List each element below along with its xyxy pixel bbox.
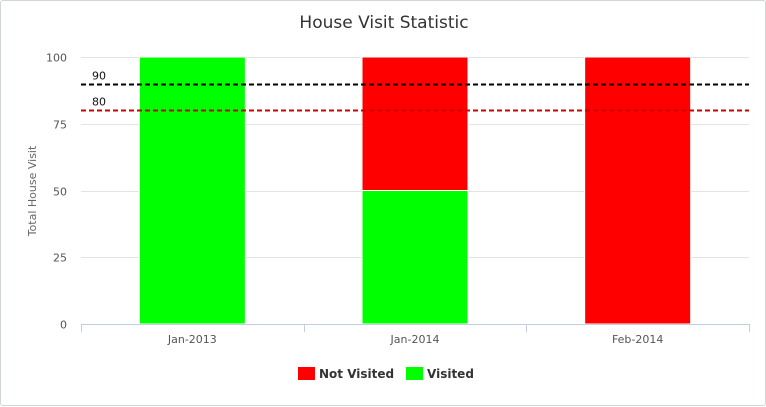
legend-swatch-visited <box>406 367 423 380</box>
y-tick-label-25: 25 <box>53 252 67 265</box>
reference-label-80: 80 <box>92 96 106 109</box>
bar-visited-jan-2013 <box>138 56 246 325</box>
x-tick-label-feb-2014: Feb-2014 <box>612 333 663 346</box>
legend: Not Visited Visited <box>298 367 474 381</box>
reference-lines: 90 80 <box>81 70 749 112</box>
bar-not-visited-jan-2014 <box>361 56 469 191</box>
legend-swatch-not-visited <box>298 367 315 380</box>
legend-label-not-visited: Not Visited <box>319 367 394 381</box>
reference-label-90: 90 <box>92 70 106 83</box>
x-tick-label-jan-2014: Jan-2014 <box>390 333 440 346</box>
chart-title: House Visit Statistic <box>299 13 468 33</box>
bars <box>138 56 692 325</box>
axes: 0 25 50 75 100 Jan-2013 Jan-2014 Feb-2014 <box>46 52 750 346</box>
bar-visited-jan-2014 <box>361 190 469 325</box>
bar-not-visited-feb-2014 <box>584 56 692 325</box>
y-tick-label-100: 100 <box>46 52 67 65</box>
y-tick-label-75: 75 <box>53 119 67 132</box>
x-tick-label-jan-2013: Jan-2013 <box>167 333 217 346</box>
legend-label-visited: Visited <box>427 367 474 381</box>
y-axis-title: Total House Visit <box>26 145 39 237</box>
y-tick-label-50: 50 <box>53 186 67 199</box>
y-tick-label-0: 0 <box>60 319 67 332</box>
